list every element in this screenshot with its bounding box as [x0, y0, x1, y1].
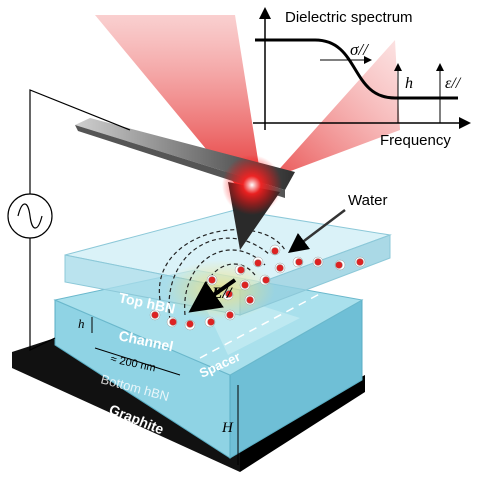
laser-spot [222, 155, 282, 215]
water-label: Water [348, 192, 387, 209]
x-axis-label: Frequency [380, 132, 451, 149]
epsilon-label: ε// [445, 75, 462, 92]
field-label: E// [211, 285, 233, 302]
h-small-label: h [78, 316, 85, 331]
h-label: h [405, 75, 413, 92]
diagram: Dielectric spectrum σ// h ε// Frequency … [0, 0, 478, 485]
inset-title: Dielectric spectrum [285, 9, 413, 26]
H-label: H [221, 420, 234, 436]
sigma-label: σ// [350, 40, 370, 59]
